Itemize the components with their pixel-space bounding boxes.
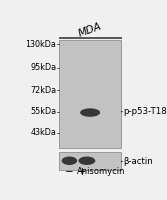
Bar — [59, 152, 121, 170]
Text: 43kDa: 43kDa — [30, 128, 56, 137]
Ellipse shape — [78, 157, 95, 165]
Text: MDA: MDA — [77, 21, 103, 39]
Ellipse shape — [62, 157, 77, 165]
Text: Anisomycin: Anisomycin — [77, 167, 125, 176]
Text: 72kDa: 72kDa — [30, 86, 56, 95]
Text: −: − — [64, 167, 73, 177]
Text: p-p53-T18: p-p53-T18 — [123, 107, 167, 116]
Text: 95kDa: 95kDa — [30, 63, 56, 72]
Text: +: + — [78, 167, 87, 177]
Text: 55kDa: 55kDa — [30, 107, 56, 116]
Text: β-actin: β-actin — [123, 157, 153, 166]
Ellipse shape — [80, 108, 100, 117]
Bar — [59, 40, 121, 148]
Text: 130kDa: 130kDa — [25, 40, 56, 49]
